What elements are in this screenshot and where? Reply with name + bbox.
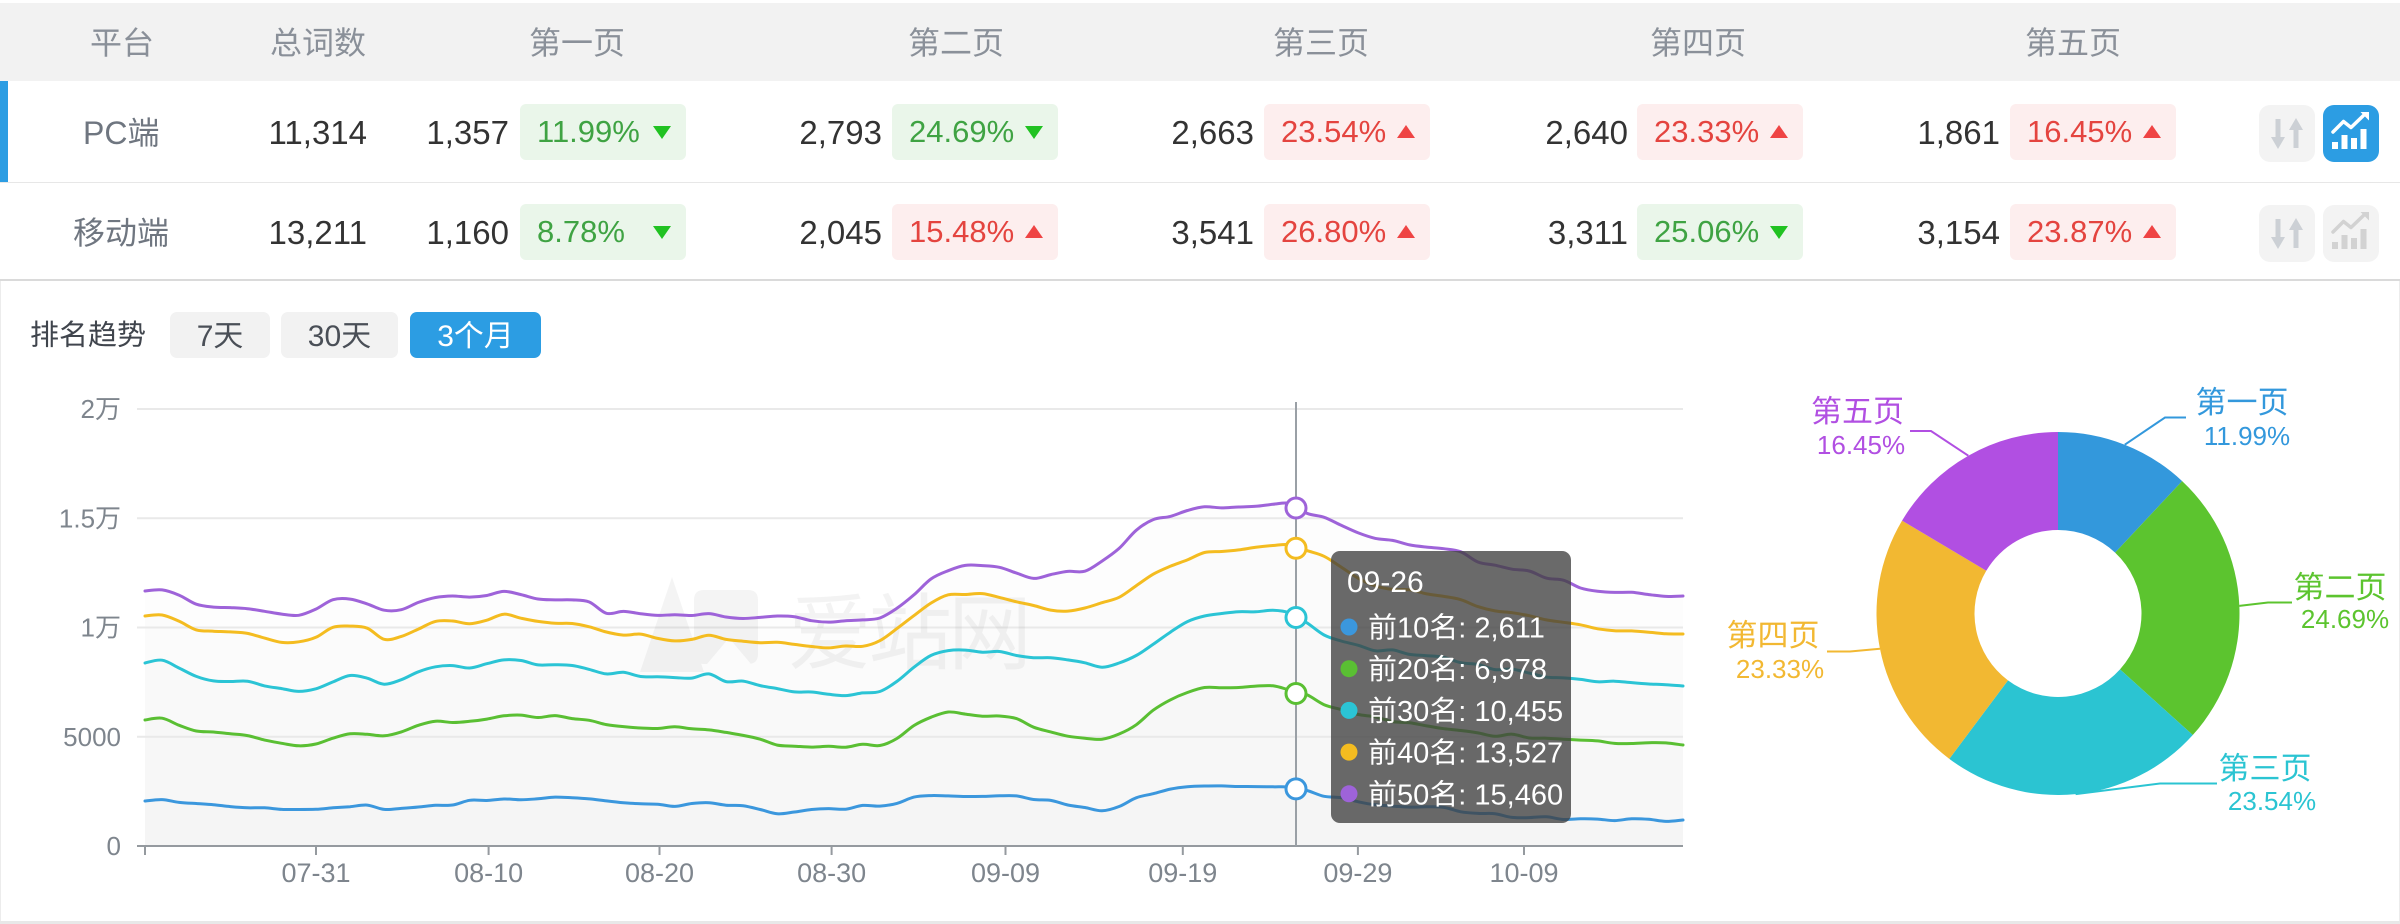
svg-text:09-29: 09-29: [1323, 858, 1392, 888]
svg-text:11.99%: 11.99%: [2204, 421, 2290, 451]
svg-text:2: 2: [81, 394, 95, 424]
svg-text:24.69%: 24.69%: [2301, 604, 2389, 634]
svg-text:08-20: 08-20: [625, 858, 694, 888]
svg-text:: 2,611: : 2,611: [1458, 613, 1545, 645]
svg-text:30: 30: [1397, 696, 1429, 728]
svg-text:09-19: 09-19: [1148, 858, 1217, 888]
svg-text:1: 1: [81, 613, 95, 643]
svg-text:: 15,460: : 15,460: [1458, 779, 1563, 811]
svg-text:50: 50: [1397, 779, 1429, 811]
svg-text:09-26: 09-26: [1347, 566, 1424, 599]
svg-text:10: 10: [1397, 613, 1429, 645]
svg-text:10-09: 10-09: [1489, 858, 1558, 888]
svg-text:08-30: 08-30: [797, 858, 866, 888]
svg-text:20: 20: [1397, 654, 1429, 686]
svg-text:23.33%: 23.33%: [1736, 654, 1824, 684]
svg-text:1.5: 1.5: [59, 503, 95, 533]
svg-text:PC: PC: [83, 115, 127, 151]
svg-text:: 13,527: : 13,527: [1458, 738, 1563, 770]
svg-text:: 6,978: : 6,978: [1458, 654, 1547, 686]
svg-text:0: 0: [107, 831, 121, 861]
svg-text:7: 7: [197, 320, 214, 353]
svg-text:: 10,455: : 10,455: [1458, 696, 1563, 728]
svg-text:3: 3: [437, 320, 454, 353]
svg-text:5000: 5000: [63, 722, 121, 752]
svg-text:08-10: 08-10: [454, 858, 523, 888]
svg-text:16.45%: 16.45%: [1817, 430, 1905, 460]
svg-text:40: 40: [1397, 738, 1429, 770]
svg-text:30: 30: [308, 320, 341, 353]
svg-text:09-09: 09-09: [971, 858, 1040, 888]
svg-text:23.54%: 23.54%: [2228, 786, 2316, 816]
svg-text:07-31: 07-31: [281, 858, 350, 888]
